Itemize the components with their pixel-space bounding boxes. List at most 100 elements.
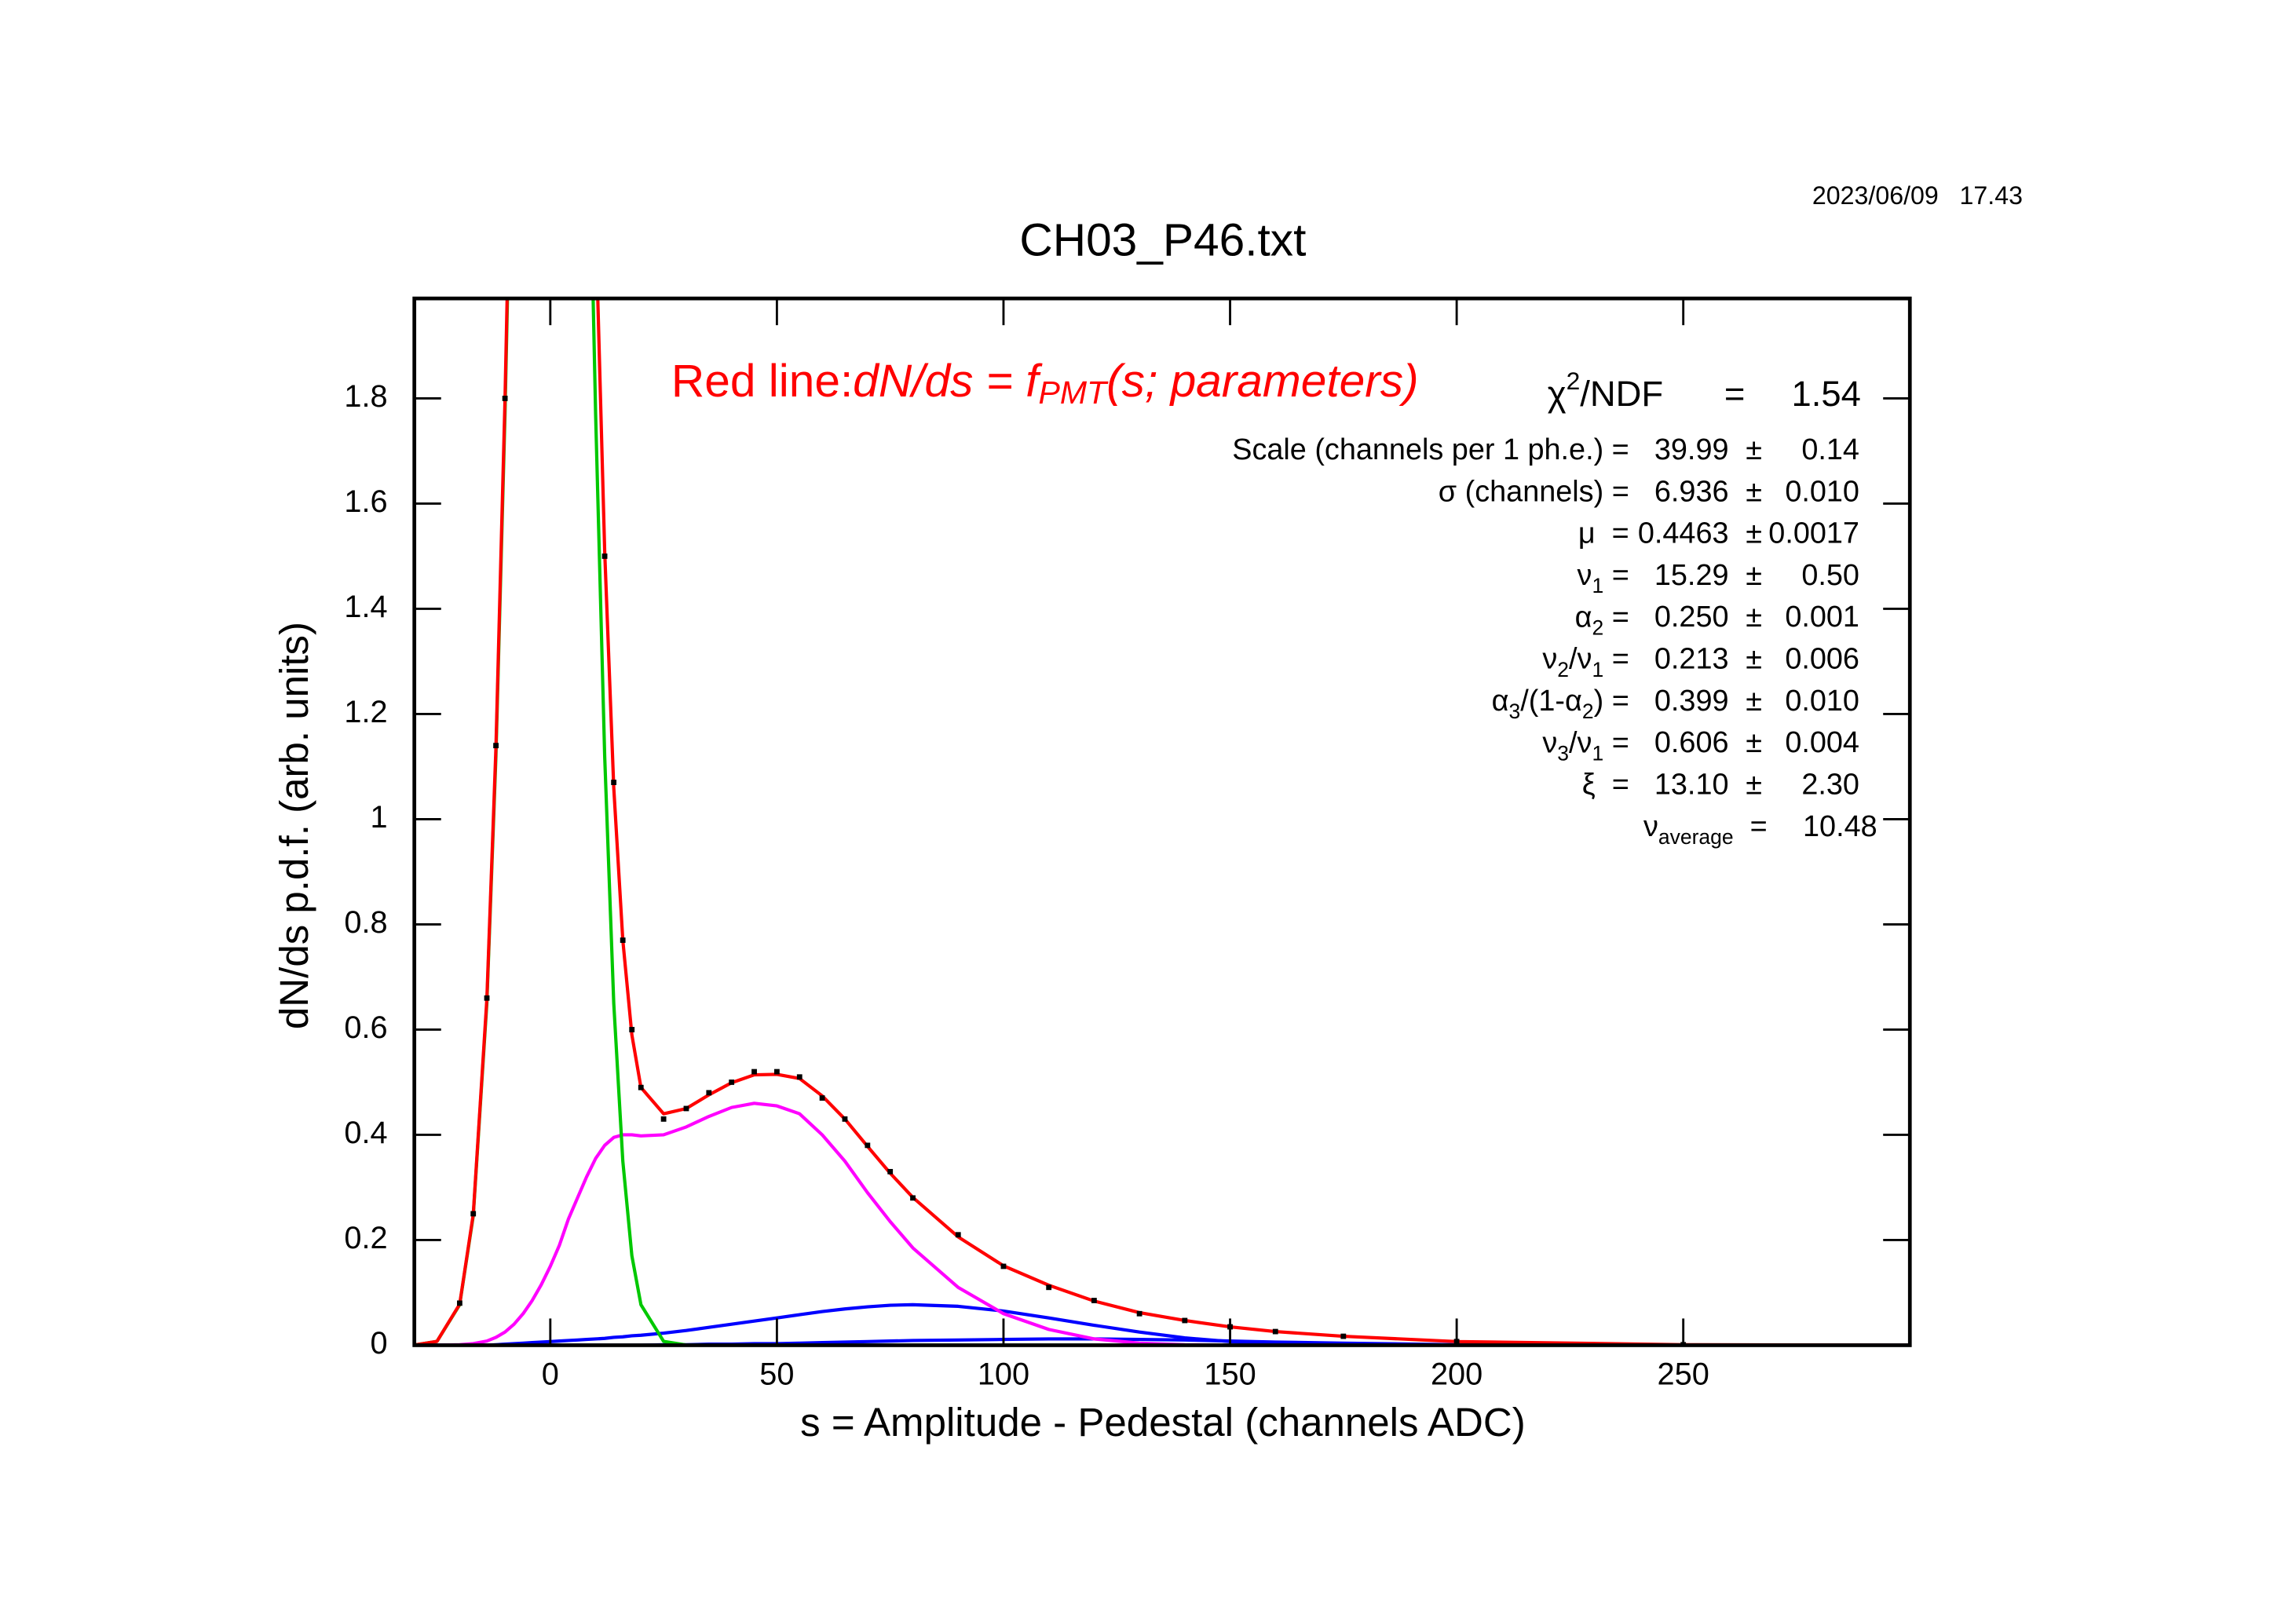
data-point (470, 1211, 477, 1217)
data-point (819, 1095, 825, 1101)
text-part: 2 (1557, 658, 1569, 681)
y-tick-label: 1.2 (344, 695, 387, 729)
stat-label: νaverage = (1643, 810, 1768, 849)
stat-value: 6.936 (1654, 475, 1729, 508)
fit-curve (414, 298, 1910, 1346)
text-part: ν (1643, 810, 1658, 843)
y-tick-label: 0.6 (344, 1010, 387, 1045)
data-point (955, 1232, 961, 1238)
x-tick-label: 50 (759, 1357, 794, 1392)
stat-label: ν3/ν1 = (1542, 726, 1629, 765)
chi2-label: χ2/NDF (1548, 367, 1663, 414)
stat-error: 0.010 (1785, 685, 1859, 718)
y-tick-label: 1 (371, 800, 388, 835)
text-part: χ (1548, 374, 1567, 414)
stat-value: 13.10 (1654, 769, 1729, 802)
stat-value: 0.4463 (1638, 517, 1729, 550)
stat-label: ν1 = (1578, 559, 1629, 597)
text-part: 2 (1567, 367, 1581, 395)
text-part: = (1603, 601, 1629, 634)
text-part: /ν (1569, 726, 1592, 759)
stat-pm: ± (1746, 643, 1762, 676)
x-tick-label: 150 (1204, 1357, 1256, 1392)
stat-error: 0.50 (1801, 559, 1859, 592)
timestamp: 2023/06/09 17.43 (1812, 181, 2023, 210)
stat-label: σ (channels) = (1439, 475, 1629, 508)
text-part: /NDF (1580, 374, 1663, 414)
chart-title: CH03_P46.txt (1019, 215, 1306, 266)
text-part: 2 (1582, 700, 1594, 723)
y-tick-label: 1.8 (344, 379, 387, 414)
text-part: ξ = (1582, 769, 1629, 802)
text-part: 1 (1592, 742, 1603, 765)
stat-pm: ± (1746, 559, 1762, 592)
text-part: (s; parameters) (1106, 356, 1418, 407)
x-tick-label: 250 (1658, 1357, 1709, 1392)
stat-pm: ± (1746, 601, 1762, 634)
y-tick-label: 1.6 (344, 484, 387, 519)
x-tick-label: 200 (1431, 1357, 1483, 1392)
stat-error: 0.14 (1801, 433, 1859, 466)
stat-label: Scale (channels per 1 ph.e.) = (1232, 433, 1629, 466)
text-part: ν (1542, 726, 1557, 759)
text-part: 3 (1557, 742, 1569, 765)
data-point (1340, 1333, 1347, 1339)
data-point (1046, 1284, 1052, 1291)
data-point (1272, 1328, 1278, 1335)
stat-error: 0.010 (1785, 475, 1859, 508)
data-point (773, 1069, 780, 1075)
data-point (611, 780, 617, 785)
stat-label: α3/(1-α2) = (1492, 685, 1629, 723)
chi2-eq: = (1724, 374, 1746, 414)
text-part: = (1603, 726, 1629, 759)
text-part: ν (1542, 643, 1557, 676)
data-point (660, 1116, 667, 1122)
data-point (729, 1080, 735, 1085)
x-axis-label: s = Amplitude - Pedestal (channels ADC) (800, 1400, 1526, 1445)
text-part: 1 (1592, 658, 1603, 681)
fit-label: Red line:dN/ds = fPMT(s; parameters) (671, 356, 1419, 411)
data-point (629, 1027, 635, 1032)
text-part: /ν (1569, 643, 1592, 676)
stat-label: μ = (1578, 517, 1629, 550)
data-point (493, 743, 499, 749)
text-part: 3 (1509, 700, 1521, 723)
stat-value: 0.250 (1654, 601, 1729, 634)
plot-frame (412, 296, 1912, 1347)
data-point (706, 1090, 712, 1096)
text-part: σ (channels) = (1439, 475, 1629, 508)
stat-label: ξ = (1582, 769, 1629, 802)
text-part: average (1658, 825, 1734, 849)
x-tick-label: 0 (542, 1357, 559, 1392)
chi2-value: 1.54 (1792, 374, 1861, 414)
data-point (638, 1084, 644, 1090)
stat-label: ν2/ν1 = (1542, 643, 1629, 681)
text-part: = (1603, 643, 1629, 676)
y-tick-label: 0.4 (344, 1116, 387, 1150)
text-part: α (1492, 685, 1509, 718)
y-tick-label: 1.4 (344, 590, 387, 624)
text-part: Red line: (671, 356, 853, 407)
text-part: μ = (1578, 517, 1629, 550)
stat-value: 10.48 (1803, 810, 1877, 843)
text-part: α (1575, 601, 1592, 634)
stat-pm: ± (1746, 517, 1762, 550)
x-tick-label: 100 (978, 1357, 1029, 1392)
data-point (865, 1142, 871, 1149)
stat-error: 0.004 (1785, 726, 1859, 759)
stat-value: 15.29 (1654, 559, 1729, 592)
data-point (456, 1300, 462, 1306)
stat-error: 0.006 (1785, 643, 1859, 676)
y-tick-label: 0.8 (344, 905, 387, 940)
data-point (1136, 1310, 1143, 1317)
stat-label: α2 = (1575, 601, 1629, 639)
stat-pm: ± (1746, 475, 1762, 508)
data-point (887, 1168, 894, 1174)
text-part: = (1603, 559, 1629, 592)
stat-error: 2.30 (1801, 769, 1859, 802)
text-part: = (1734, 810, 1768, 843)
data-point (1182, 1317, 1188, 1324)
stat-pm: ± (1746, 769, 1762, 802)
